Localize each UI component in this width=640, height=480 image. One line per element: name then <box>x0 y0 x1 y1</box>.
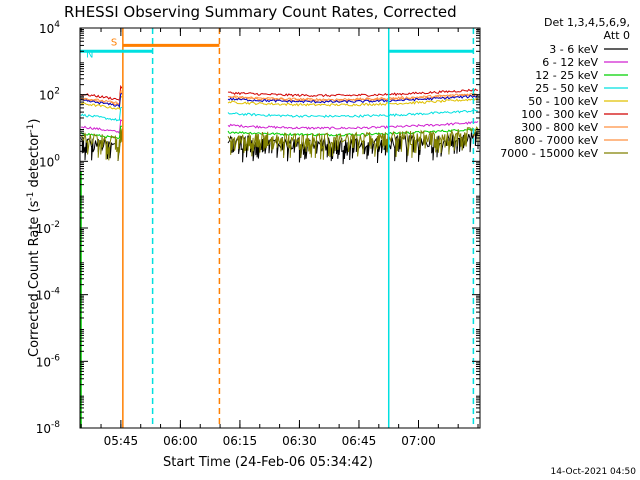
legend-header-1: Det 1,3,4,5,6,9, <box>544 16 630 29</box>
series-line-7 <box>80 90 123 106</box>
legend-entry-label: 100 - 300 keV <box>521 108 598 121</box>
marker-layer: SN <box>80 28 475 428</box>
x-tick-label: 06:30 <box>282 434 317 448</box>
series-line-7 <box>227 92 479 102</box>
legend-entry-label: 6 - 12 keV <box>542 56 598 69</box>
y-tick-label: 10-2 <box>36 220 60 236</box>
series-line-5 <box>80 84 123 102</box>
legend-header-2: Att 0 <box>604 29 630 42</box>
series-line-8 <box>227 126 479 160</box>
x-axis: 05:45 06:00 06:15 06:30 06:45 07:00 <box>80 28 479 448</box>
y-tick-label: 100 <box>39 153 60 169</box>
plot-frame <box>79 27 481 429</box>
y-tick-label: 10-8 <box>36 420 61 436</box>
legend-entry-label: 25 - 50 keV <box>535 82 598 95</box>
flag-label-0: S <box>111 37 117 48</box>
legend-entry-label: 800 - 7000 keV <box>514 134 598 147</box>
timestamp: 14-Oct-2021 04:50 <box>551 467 637 477</box>
legend-entry-label: 3 - 6 keV <box>549 43 598 56</box>
series-line-blue <box>227 94 479 104</box>
series-layer <box>80 84 479 428</box>
x-tick-label: 07:00 <box>401 434 436 448</box>
series-line-5 <box>227 88 478 98</box>
series-line-3 <box>80 106 123 122</box>
flag-label-1: N <box>86 49 93 60</box>
series-line-blue <box>80 93 123 109</box>
y-tick-label: 104 <box>39 20 60 36</box>
series-line-1 <box>227 121 479 131</box>
chart-title: RHESSI Observing Summary Count Rates, Co… <box>64 3 457 21</box>
x-axis-label: Start Time (24-Feb-06 05:34:42) <box>163 455 373 470</box>
series-line-4 <box>227 98 479 107</box>
x-tick-label: 05:45 <box>104 434 139 448</box>
legend-entry-label: 7000 - 15000 keV <box>500 147 598 160</box>
x-tick-label: 06:45 <box>342 434 377 448</box>
legend-entry-label: 12 - 25 keV <box>535 69 598 82</box>
series-line-1 <box>80 119 123 135</box>
y-axis: 10-8 10-6 10-4 10-2 100 102 104 <box>36 20 480 436</box>
legend-entry-label: 50 - 100 keV <box>528 95 598 108</box>
series-line-4 <box>80 95 123 110</box>
y-tick-label: 10-6 <box>36 353 61 369</box>
x-tick-label: 06:00 <box>163 434 198 448</box>
legend-entry-label: 300 - 800 keV <box>521 121 598 134</box>
y-tick-label: 102 <box>39 87 60 103</box>
y-tick-label: 10-4 <box>36 287 61 303</box>
series-line-8 <box>80 128 123 161</box>
series-line-2 <box>227 128 479 137</box>
x-tick-label: 06:15 <box>223 434 258 448</box>
series-line-3 <box>227 109 479 119</box>
y-axis-label: Corrected Count Rate (s-1 detector-1) <box>26 119 42 357</box>
